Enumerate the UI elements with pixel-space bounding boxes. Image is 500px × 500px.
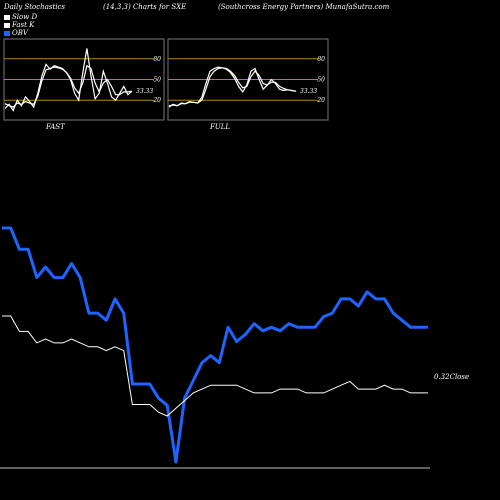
legend-swatch-obv bbox=[4, 30, 10, 36]
fast-tick-label-80: 80 bbox=[153, 56, 161, 63]
legend-label-obv: OBV bbox=[12, 29, 28, 37]
chart-title: Daily Stochastics bbox=[4, 3, 66, 11]
full-panel-title: FULL bbox=[209, 123, 230, 131]
fast-panel-title: FAST bbox=[45, 123, 66, 131]
obv-line bbox=[2, 226, 428, 464]
full-last-value-label: 33.33 bbox=[300, 88, 317, 95]
fast-series-line-1 bbox=[4, 64, 133, 108]
legend-label-slow-d: Slow D bbox=[12, 13, 38, 21]
chart-params: (14,3,3) Charts for SXE bbox=[103, 3, 187, 11]
legend-slow-d: Slow D bbox=[4, 13, 37, 21]
full-tick-label-80: 80 bbox=[317, 56, 325, 63]
legend-swatch-slow-d bbox=[4, 14, 10, 20]
legend-obv: OBV bbox=[4, 29, 28, 37]
legend-label-fast-k: Fast K bbox=[12, 21, 35, 29]
close-value-label: 0.32Close bbox=[434, 373, 469, 381]
close-line bbox=[2, 315, 428, 417]
company-name: (Southcross Energy Partners) MunafaSutra… bbox=[218, 3, 390, 11]
legend-swatch-fast-k bbox=[4, 22, 10, 28]
full-series-line-1 bbox=[168, 67, 297, 107]
fast-tick-label-20: 20 bbox=[152, 97, 161, 104]
fast-tick-label-50: 50 bbox=[153, 77, 161, 84]
full-tick-label-20: 20 bbox=[316, 97, 325, 104]
legend-fast-k: Fast K bbox=[4, 21, 34, 29]
fast-last-value-label: 33.33 bbox=[136, 88, 153, 95]
full-tick-label-50: 50 bbox=[317, 77, 325, 84]
